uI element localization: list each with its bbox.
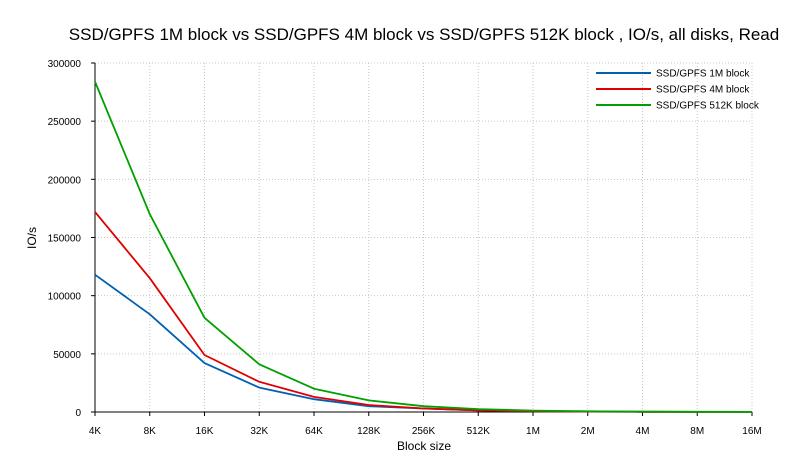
x-tick-label: 8K [144,426,157,437]
y-axis-label: IO/s [25,227,39,249]
x-axis-ticks: 4K 8K 16K 32K 64K 128K 256K 512K 1M 2M 4M 8M 16M [89,412,762,437]
x-tick-label: 16M [742,426,761,437]
chart-title: SSD/GPFS 1M block vs SSD/GPFS 4M block v… [69,25,779,44]
legend-label: SSD/GPFS 1M block [656,69,750,80]
y-tick-label: 300000 [48,59,82,70]
legend-label: SSD/GPFS 512K block [656,101,760,112]
legend: SSD/GPFS 1M block SSD/GPFS 4M block SSD/GP… [596,69,760,112]
x-tick-label: 512K [467,426,491,437]
series-lines [94,81,753,413]
x-tick-label: 64K [305,426,323,437]
y-tick-label: 200000 [48,175,82,186]
y-axis-ticks: 0 50000 100000 150000 200000 250000 300000 [48,59,95,419]
y-tick-label: 50000 [53,350,81,361]
x-tick-label: 8M [690,426,704,437]
x-tick-label: 4M [636,426,650,437]
x-tick-label: 2M [581,426,595,437]
series-line [94,81,753,413]
y-tick-label: 150000 [48,234,82,245]
x-tick-label: 16K [196,426,214,437]
x-tick-label: 4K [89,426,102,437]
x-tick-label: 32K [250,426,268,437]
x-tick-label: 256K [412,426,436,437]
y-tick-label: 250000 [48,117,82,128]
grid [95,62,753,412]
y-tick-label: 0 [75,408,81,419]
x-tick-label: 128K [357,426,381,437]
legend-label: SSD/GPFS 4M block [656,85,750,96]
y-tick-label: 100000 [48,292,82,303]
x-tick-label: 1M [526,426,540,437]
x-axis-label: Block size [397,439,451,453]
